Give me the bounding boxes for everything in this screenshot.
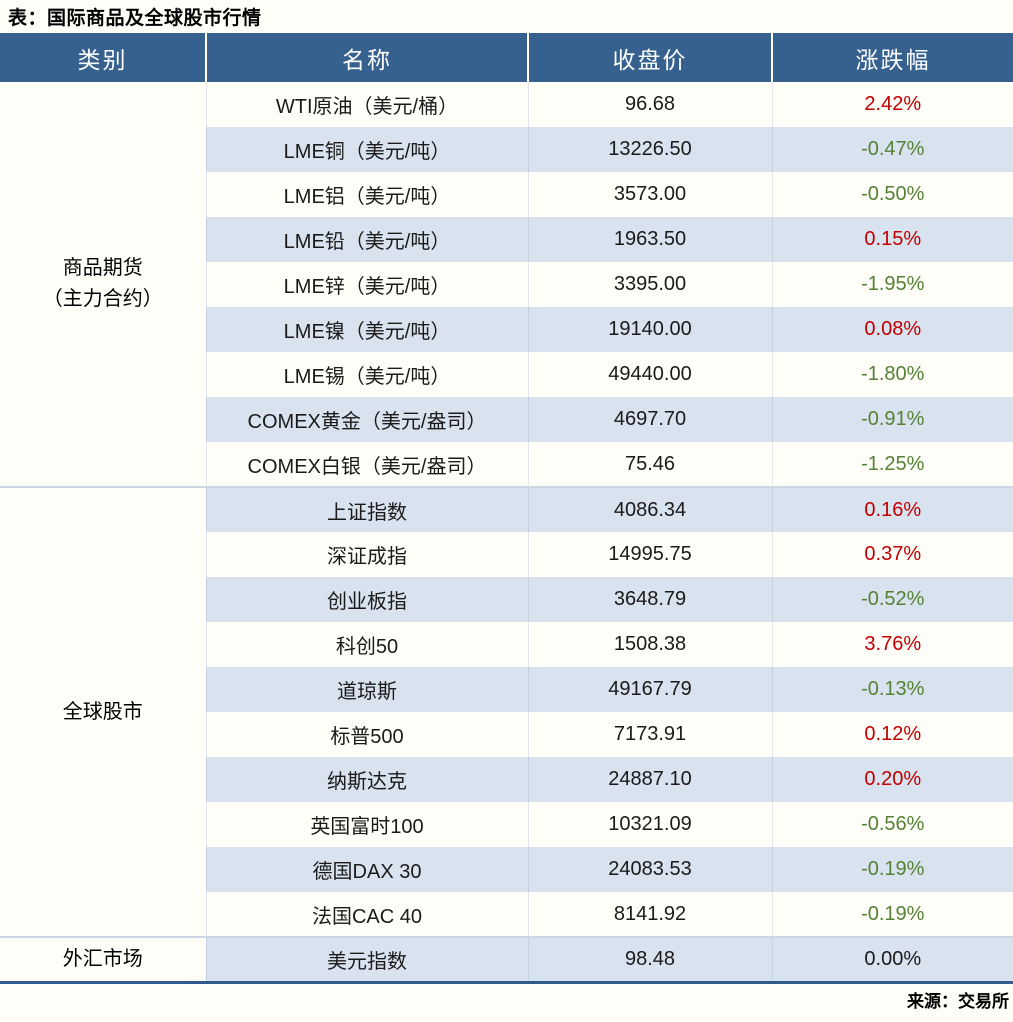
table-row: 法国CAC 40 8141.92 -0.19% (0, 892, 1013, 937)
change-percent-cell: -0.52% (771, 577, 1013, 622)
table-row: 英国富时100 10321.09 -0.56% (0, 802, 1013, 847)
close-price-cell: 98.48 (527, 936, 772, 982)
close-price-cell: 3395.00 (527, 262, 772, 307)
category-label-line: 外汇市场 (62, 947, 143, 970)
change-percent-cell: -0.91% (771, 397, 1013, 442)
instrument-name-cell: LME铜（美元/吨） (205, 127, 528, 172)
category-label-line: 商品期货 (62, 257, 143, 279)
table-row: 德国DAX 30 24083.53 -0.19% (0, 847, 1013, 892)
table-row: LME铝（美元/吨） 3573.00 -0.50% (0, 172, 1013, 217)
category-label-line: （主力合约） (42, 288, 163, 310)
table-row: 全球股市 上证指数 4086.34 0.16% (0, 486, 1013, 937)
table-row: COMEX白银（美元/盎司） 75.46 -1.25% (0, 442, 1013, 487)
category-cell: 全球股市 (0, 486, 206, 937)
close-price-cell: 19140.00 (527, 307, 772, 352)
table-row: LME锌（美元/吨） 3395.00 -1.95% (0, 262, 1013, 307)
close-price-cell: 1963.50 (527, 217, 772, 262)
category-cell: 商品期货 （主力合约） (0, 82, 206, 487)
table-row: LME铅（美元/吨） 1963.50 0.15% (0, 217, 1013, 262)
table-header-row: 类别 名称 收盘价 涨跌幅 (0, 33, 1013, 82)
quotes-table: 类别 名称 收盘价 涨跌幅 商品期货 （主力合约） WTI原油（美元/桶） 96.… (0, 33, 1013, 984)
instrument-name-cell: COMEX黄金（美元/盎司） (205, 397, 528, 442)
table-row: COMEX黄金（美元/盎司） 4697.70 -0.91% (0, 397, 1013, 442)
change-percent-cell: 2.42% (771, 82, 1013, 127)
table-row: 创业板指 3648.79 -0.52% (0, 577, 1013, 622)
close-price-cell: 13226.50 (527, 127, 772, 172)
change-percent-cell: 0.00% (771, 936, 1013, 982)
instrument-name-cell: 上证指数 (205, 486, 528, 532)
page-title: 表：国际商品及全球股市行情 (8, 8, 262, 29)
table-row: 外汇市场 美元指数 98.48 0.00% (0, 936, 1013, 982)
instrument-name-cell: 深证成指 (205, 532, 528, 577)
close-price-cell: 24887.10 (527, 757, 772, 802)
instrument-name-cell: WTI原油（美元/桶） (205, 82, 528, 127)
table-row: 道琼斯 49167.79 -0.13% (0, 667, 1013, 712)
table-body: 商品期货 （主力合约） WTI原油（美元/桶） 96.68 2.42% LME铜（… (0, 82, 1013, 982)
close-price-cell: 4086.34 (527, 486, 772, 532)
close-price-cell: 10321.09 (527, 802, 772, 847)
table-row: 纳斯达克 24887.10 0.20% (0, 757, 1013, 802)
header-cell-change: 涨跌幅 (771, 33, 1013, 82)
close-price-cell: 24083.53 (527, 847, 772, 892)
change-percent-cell: -0.56% (771, 802, 1013, 847)
instrument-name-cell: 英国富时100 (205, 802, 528, 847)
category-cell: 外汇市场 (0, 936, 206, 982)
instrument-name-cell: 科创50 (205, 622, 528, 667)
close-price-cell: 49167.79 (527, 667, 772, 712)
instrument-name-cell: 纳斯达克 (205, 757, 528, 802)
instrument-name-cell: COMEX白银（美元/盎司） (205, 442, 528, 487)
instrument-name-cell: 德国DAX 30 (205, 847, 528, 892)
table-row: 科创50 1508.38 3.76% (0, 622, 1013, 667)
header-cell-close: 收盘价 (527, 33, 772, 82)
source-note: 来源：交易所 (907, 992, 1009, 1011)
table-row: 标普500 7173.91 0.12% (0, 712, 1013, 757)
category-label-line: 全球股市 (62, 700, 143, 723)
instrument-name-cell: 创业板指 (205, 577, 528, 622)
close-price-cell: 3648.79 (527, 577, 772, 622)
close-price-cell: 49440.00 (527, 352, 772, 397)
change-percent-cell: 0.37% (771, 532, 1013, 577)
change-percent-cell: 0.08% (771, 307, 1013, 352)
close-price-cell: 14995.75 (527, 532, 772, 577)
change-percent-cell: -0.47% (771, 127, 1013, 172)
header-cell-name: 名称 (205, 33, 528, 82)
close-price-cell: 75.46 (527, 442, 772, 487)
instrument-name-cell: LME锌（美元/吨） (205, 262, 528, 307)
instrument-name-cell: 美元指数 (205, 936, 528, 982)
change-percent-cell: -0.13% (771, 667, 1013, 712)
change-percent-cell: -1.95% (771, 262, 1013, 307)
table-row: LME镍（美元/吨） 19140.00 0.08% (0, 307, 1013, 352)
change-percent-cell: 0.16% (771, 486, 1013, 532)
instrument-name-cell: LME铅（美元/吨） (205, 217, 528, 262)
change-percent-cell: 0.15% (771, 217, 1013, 262)
instrument-name-cell: LME铝（美元/吨） (205, 172, 528, 217)
close-price-cell: 4697.70 (527, 397, 772, 442)
table-row: LME锡（美元/吨） 49440.00 -1.80% (0, 352, 1013, 397)
close-price-cell: 7173.91 (527, 712, 772, 757)
change-percent-cell: -0.50% (771, 172, 1013, 217)
close-price-cell: 8141.92 (527, 892, 772, 937)
change-percent-cell: 0.20% (771, 757, 1013, 802)
change-percent-cell: 3.76% (771, 622, 1013, 667)
close-price-cell: 96.68 (527, 82, 772, 127)
change-percent-cell: -0.19% (771, 892, 1013, 937)
instrument-name-cell: LME镍（美元/吨） (205, 307, 528, 352)
table-row: LME铜（美元/吨） 13226.50 -0.47% (0, 127, 1013, 172)
table-header: 类别 名称 收盘价 涨跌幅 (0, 33, 1013, 82)
instrument-name-cell: 法国CAC 40 (205, 892, 528, 937)
header-cell-category: 类别 (0, 33, 206, 82)
change-percent-cell: -0.19% (771, 847, 1013, 892)
instrument-name-cell: LME锡（美元/吨） (205, 352, 528, 397)
change-percent-cell: -1.80% (771, 352, 1013, 397)
close-price-cell: 1508.38 (527, 622, 772, 667)
change-percent-cell: -1.25% (771, 442, 1013, 487)
change-percent-cell: 0.12% (771, 712, 1013, 757)
table-row: 深证成指 14995.75 0.37% (0, 532, 1013, 577)
table-row: 商品期货 （主力合约） WTI原油（美元/桶） 96.68 2.42% (0, 82, 1013, 487)
close-price-cell: 3573.00 (527, 172, 772, 217)
instrument-name-cell: 标普500 (205, 712, 528, 757)
instrument-name-cell: 道琼斯 (205, 667, 528, 712)
